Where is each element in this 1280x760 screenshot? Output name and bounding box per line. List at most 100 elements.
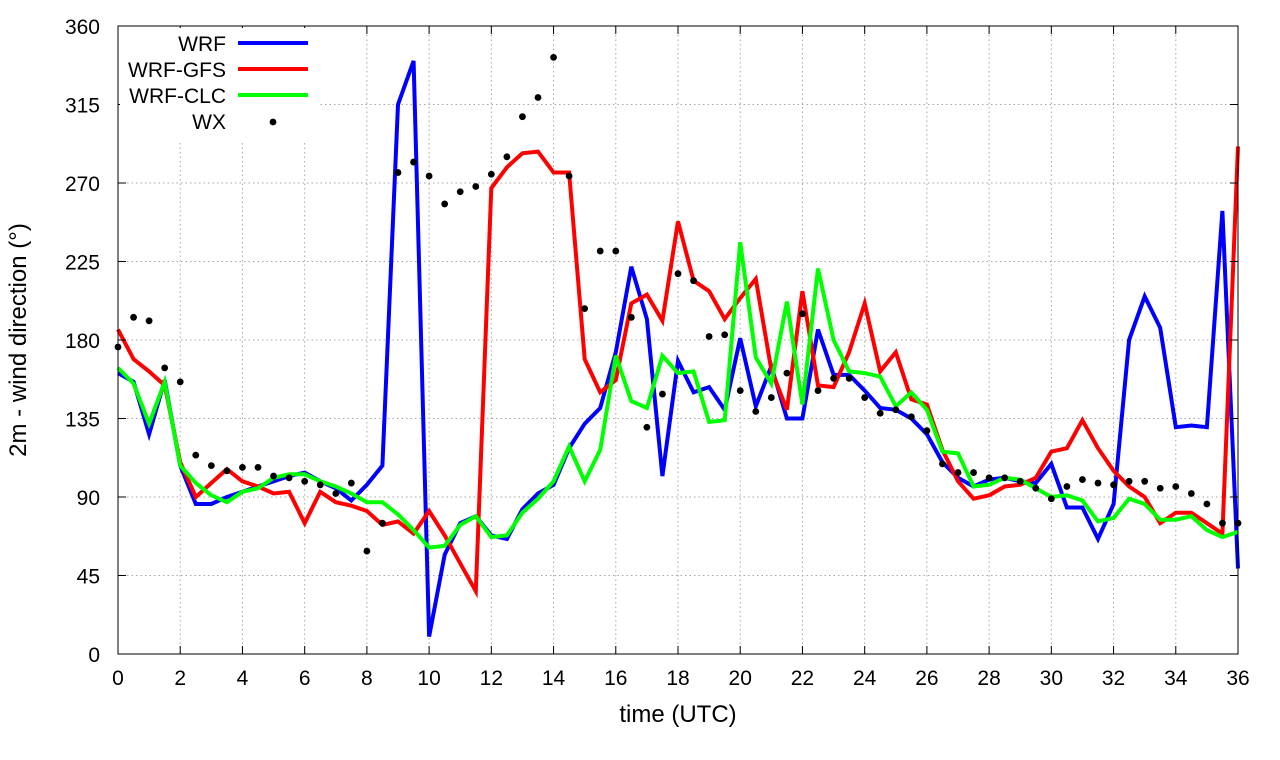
x-tick-label: 20	[729, 667, 752, 690]
x-tick-label: 18	[666, 667, 689, 690]
wx-point	[363, 547, 371, 555]
grid-lines	[118, 26, 1238, 654]
wx-point	[830, 374, 837, 382]
wx-point	[332, 490, 340, 497]
wx-point	[690, 277, 697, 285]
wx-point	[285, 474, 293, 482]
wx-point	[643, 423, 651, 431]
wx-point	[176, 378, 184, 386]
wx-point	[487, 170, 495, 178]
x-axis-title: time (UTC)	[619, 701, 736, 728]
wx-point	[752, 408, 760, 415]
x-tick-label: 24	[853, 667, 877, 690]
y-axis-title: 2m - wind direction (°)	[5, 223, 32, 457]
x-tick-label: 36	[1226, 667, 1249, 690]
wx-point	[1047, 495, 1055, 503]
wx-point	[876, 409, 884, 417]
legend-label-wrf: WRF	[178, 33, 226, 56]
wx-point	[1203, 500, 1211, 508]
wx-point	[799, 310, 806, 318]
legend-label-wrf-gfs: WRF-GFS	[128, 59, 226, 82]
wx-point	[1219, 519, 1226, 527]
wx-point	[1125, 477, 1133, 485]
wx-point	[659, 390, 666, 398]
wx-point	[254, 463, 262, 471]
x-tick-label: 22	[791, 667, 814, 690]
wx-point	[161, 364, 169, 372]
wx-point	[472, 183, 480, 190]
x-tick-label: 32	[1102, 667, 1125, 690]
wx-point	[565, 172, 573, 180]
wx-point	[394, 169, 402, 176]
wx-point	[985, 474, 993, 482]
wx-point	[907, 413, 915, 421]
wx-point	[767, 394, 775, 401]
wx-point	[1156, 484, 1164, 492]
wx-point	[223, 467, 231, 475]
wx-point	[425, 172, 433, 180]
wx-point	[239, 463, 246, 471]
wx-point	[1172, 483, 1180, 490]
wx-point	[845, 374, 853, 382]
x-tick-label: 10	[417, 667, 440, 690]
x-tick-label: 2	[174, 667, 186, 690]
wx-point	[379, 519, 386, 527]
wx-point	[1001, 474, 1009, 482]
wx-point	[596, 247, 604, 255]
wx-point	[316, 481, 324, 489]
wx-point	[456, 188, 464, 196]
wx-point	[783, 369, 791, 377]
wx-point	[736, 387, 744, 394]
x-tick-label: 28	[977, 667, 1000, 690]
wx-point	[192, 451, 200, 459]
wx-point	[674, 270, 682, 278]
x-tick-label: 34	[1164, 667, 1188, 690]
series-line-wrf	[117, 60, 1240, 637]
wx-point	[1063, 483, 1071, 490]
wx-point	[301, 477, 309, 485]
wx-point	[347, 479, 355, 487]
series-line-wrf-gfs	[116, 146, 1240, 599]
y-tick-label: 315	[65, 95, 100, 118]
wx-point	[130, 313, 137, 321]
x-tick-label: 0	[112, 667, 124, 690]
wx-point	[441, 200, 449, 208]
wx-point	[814, 387, 822, 394]
wx-point	[207, 462, 215, 469]
wx-point	[1187, 490, 1195, 497]
y-tick-label: 135	[65, 409, 100, 432]
wx-point	[534, 94, 542, 101]
wx-point	[892, 406, 900, 414]
wx-point	[581, 305, 589, 312]
x-tick-label: 16	[604, 667, 627, 690]
wx-point	[550, 54, 557, 61]
x-tick-label: 30	[1040, 667, 1063, 690]
y-tick-label: 45	[77, 566, 100, 589]
series-layer	[114, 54, 1242, 637]
wx-point	[1141, 477, 1149, 485]
wx-point	[627, 313, 635, 321]
y-tick-label: 225	[65, 252, 100, 275]
wx-point	[939, 460, 946, 468]
wx-point	[970, 469, 977, 476]
x-tick-label: 26	[915, 667, 938, 690]
y-tick-label: 360	[65, 16, 100, 39]
legend-swatch-wx	[269, 118, 277, 126]
wx-point	[1094, 479, 1102, 487]
wx-point	[270, 472, 277, 480]
wx-point	[519, 113, 526, 121]
wx-point	[1032, 484, 1040, 492]
legend-label-wx: WX	[192, 111, 226, 134]
y-tick-label: 0	[88, 644, 100, 667]
legend-background	[120, 28, 320, 140]
x-tick-label: 4	[237, 667, 249, 690]
wx-point	[1110, 481, 1117, 489]
legend: WRF WRF-GFS WRF-CLC WX	[120, 28, 320, 140]
wx-point	[923, 427, 931, 435]
axis-ticks: 0 2 4 6 8 10 12 14 16 18 20 22 24 26 28 30 32 34 360459013…	[65, 16, 1250, 690]
wx-point	[861, 394, 869, 401]
y-tick-label: 270	[65, 173, 100, 196]
wx-point	[145, 317, 153, 325]
wx-point	[503, 153, 511, 161]
wx-point	[1079, 476, 1086, 483]
